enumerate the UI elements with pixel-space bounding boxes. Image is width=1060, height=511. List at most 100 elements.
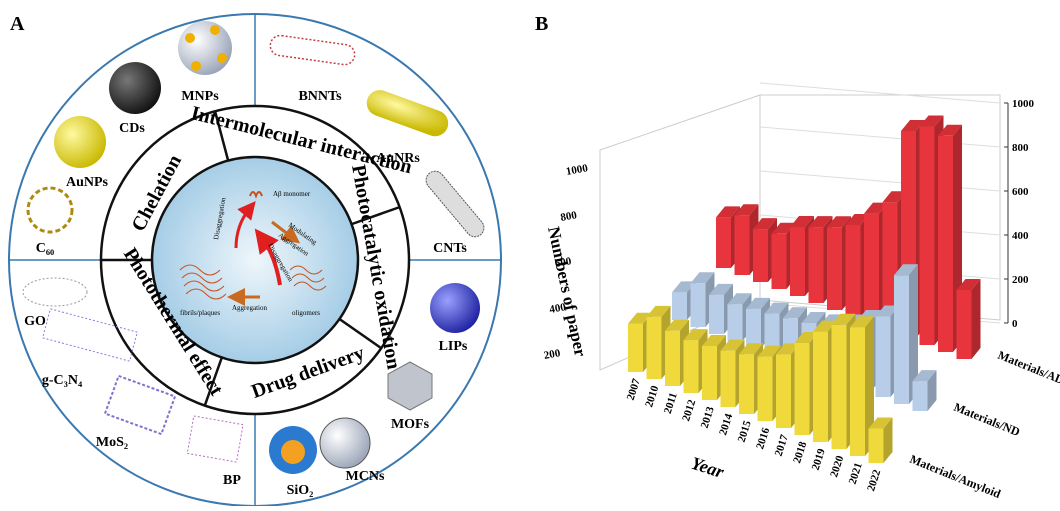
bar-top	[757, 345, 782, 357]
panel-label: B	[535, 13, 548, 35]
cnt-icon	[425, 170, 485, 238]
bar-top	[734, 204, 759, 216]
bnnt-icon	[269, 34, 356, 66]
bar	[956, 279, 981, 359]
bar-front	[665, 330, 680, 386]
bar-front	[690, 283, 706, 327]
y-tick-label: 600	[1012, 186, 1029, 198]
grid-line	[759, 82, 1001, 104]
x-tick-label: 2017	[773, 433, 791, 458]
bar-top	[868, 417, 893, 429]
panel-label: A	[10, 13, 25, 35]
material-label: SiO₂	[287, 483, 314, 498]
bar-top	[831, 313, 856, 325]
bar-front	[794, 343, 810, 435]
bar-top	[882, 191, 907, 203]
y-tick-label: 1000	[1012, 98, 1035, 110]
mechanism-dividers	[101, 110, 401, 406]
arrow	[234, 201, 256, 249]
x-tick-label: 2016	[754, 426, 772, 451]
bar-front	[709, 294, 724, 334]
bar-side	[865, 316, 874, 456]
bar-top	[764, 302, 789, 314]
gc3n4-icon	[42, 308, 138, 362]
bar-front	[882, 202, 898, 331]
oligomer-icon	[289, 265, 327, 291]
y-tick-label: 0	[1012, 318, 1018, 330]
monomer-icon	[249, 191, 263, 199]
bar-front	[771, 233, 787, 289]
bar-front	[702, 345, 717, 400]
bar-top	[850, 316, 874, 328]
bp-icon	[186, 415, 244, 463]
center-circle	[150, 155, 360, 365]
y-axis-title: Numbers of paper	[544, 225, 590, 359]
bar-front	[813, 331, 828, 442]
y-tick-label: 200	[1012, 274, 1029, 286]
bar-front	[746, 308, 761, 348]
mnp-dots	[185, 25, 227, 71]
panel-b: B 0 200 200 400 400 600 600 800 800 1000 1000 Mater…	[535, 13, 1060, 501]
bar-top	[790, 216, 814, 227]
bar-front	[938, 135, 953, 352]
x-axis-title: Year	[689, 453, 728, 483]
x-tick-label: 2022	[865, 468, 883, 493]
bar-front	[919, 126, 935, 345]
bar-side	[971, 279, 981, 359]
material-label: MNPs	[181, 89, 219, 104]
material-label: MCNs	[346, 469, 385, 484]
bar-front	[868, 428, 884, 463]
grid-line	[759, 170, 1001, 192]
bar-front	[850, 327, 865, 456]
y-tick-label-left: 1000	[565, 162, 589, 178]
bar-top	[808, 216, 833, 228]
bar-top	[901, 120, 925, 131]
lip-icon	[430, 283, 480, 333]
bar-front	[734, 215, 750, 275]
bar-top	[628, 312, 652, 324]
bar-front	[646, 316, 662, 379]
bar-top	[827, 216, 851, 228]
mos2-icon	[103, 374, 177, 436]
bar	[850, 316, 874, 456]
bar-top	[771, 222, 796, 234]
material-label: MoS₂	[96, 435, 128, 450]
bar-top	[746, 297, 770, 309]
bar-side	[883, 417, 893, 463]
inner-label: fibrils/plaques	[180, 309, 220, 317]
bar-front	[790, 227, 805, 296]
fibril-icon	[179, 264, 227, 300]
bar-front	[864, 213, 879, 324]
bar-top	[727, 293, 752, 305]
material-label: BP	[223, 473, 241, 488]
mcn-icon	[319, 417, 371, 469]
mof-icon	[387, 361, 433, 411]
material-label: CDs	[119, 121, 145, 136]
bar-front	[683, 340, 699, 393]
arrow	[271, 220, 301, 244]
x-tick-label: 2015	[736, 419, 754, 444]
sio2-core	[281, 440, 305, 464]
material-label: AuNRs	[376, 151, 420, 166]
bar-front	[739, 354, 754, 414]
legend-label: Materials/AD	[996, 348, 1060, 387]
x-tick-label: 2020	[828, 454, 846, 479]
bar-front	[808, 227, 824, 303]
bar-front	[956, 290, 972, 359]
material-label: CNTs	[433, 241, 467, 256]
material-label: LIPs	[439, 339, 468, 354]
x-tick-label: 2007	[625, 377, 643, 402]
bar-side	[909, 264, 918, 404]
bar-top	[875, 305, 900, 317]
bar-top	[912, 370, 937, 382]
bar-top	[709, 283, 733, 295]
bar-front	[753, 229, 768, 282]
bar-side	[927, 370, 937, 411]
bar-top	[845, 214, 870, 225]
aunp-icon	[54, 116, 106, 168]
x-tick-label: 2013	[699, 405, 717, 430]
bar-top	[956, 279, 981, 290]
bar-top	[776, 343, 800, 355]
x-tick-label: 2014	[717, 412, 735, 437]
